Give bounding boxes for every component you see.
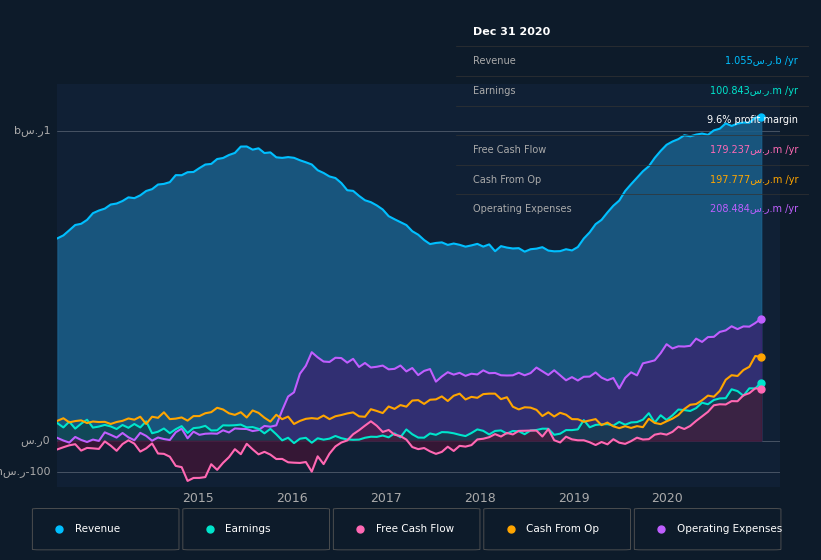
Text: Earnings: Earnings bbox=[225, 524, 271, 534]
Text: bس.ر1: bس.ر1 bbox=[14, 125, 50, 136]
Text: Operating Expenses: Operating Expenses bbox=[474, 204, 572, 214]
Text: Earnings: Earnings bbox=[474, 86, 516, 96]
Text: Dec 31 2020: Dec 31 2020 bbox=[474, 27, 551, 36]
Text: 100.843س.ر.m /yr: 100.843س.ر.m /yr bbox=[710, 86, 798, 96]
Text: Free Cash Flow: Free Cash Flow bbox=[474, 145, 547, 155]
Text: Operating Expenses: Operating Expenses bbox=[677, 524, 782, 534]
Text: Revenue: Revenue bbox=[75, 524, 120, 534]
Text: Cash From Op: Cash From Op bbox=[526, 524, 599, 534]
Text: 197.777س.ر.m /yr: 197.777س.ر.m /yr bbox=[709, 175, 798, 185]
Text: mس.ر-100: mس.ر-100 bbox=[0, 466, 50, 477]
Text: س.ر0: س.ر0 bbox=[21, 435, 50, 446]
Text: 9.6% profit margin: 9.6% profit margin bbox=[707, 115, 798, 125]
Text: 179.237س.ر.m /yr: 179.237س.ر.m /yr bbox=[709, 145, 798, 155]
Text: Cash From Op: Cash From Op bbox=[474, 175, 542, 185]
Text: Free Cash Flow: Free Cash Flow bbox=[376, 524, 454, 534]
Text: 208.484س.ر.m /yr: 208.484س.ر.m /yr bbox=[710, 204, 798, 214]
Text: Revenue: Revenue bbox=[474, 56, 516, 66]
Text: 1.055س.ر.b /yr: 1.055س.ر.b /yr bbox=[725, 56, 798, 66]
